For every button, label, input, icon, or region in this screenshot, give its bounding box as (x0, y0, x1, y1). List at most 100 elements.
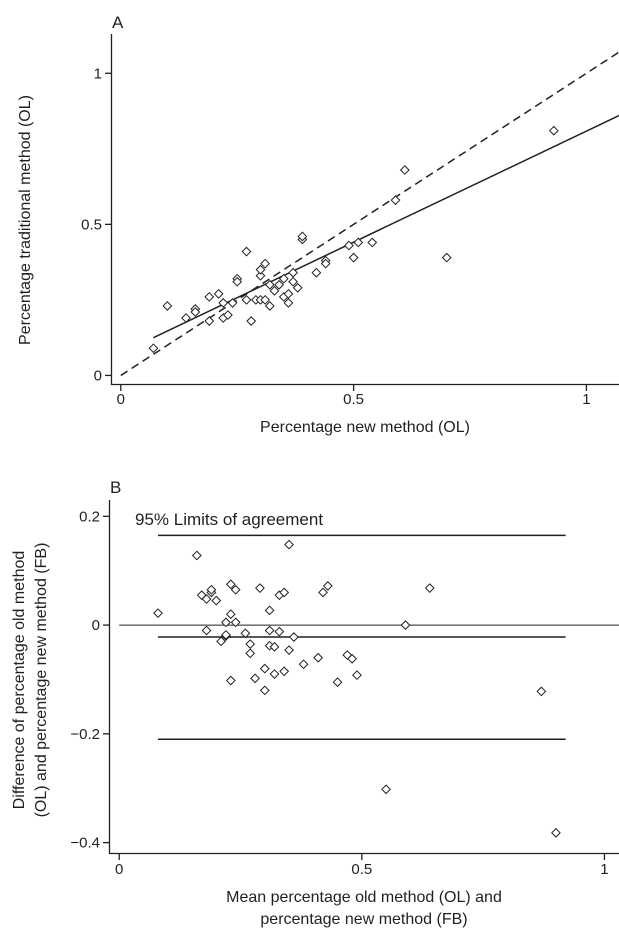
panel-a-data-point (283, 298, 294, 308)
panel-a-data-point (204, 291, 215, 302)
panel-a-y-tick-label: 0.5 (81, 216, 102, 233)
panel-b-data-point (381, 784, 391, 795)
panel-b-data-point (288, 632, 299, 642)
panel-a-data-point (264, 279, 275, 290)
panel-a-data-point (311, 267, 322, 278)
panel-b: B 0 0.5 1 0.20−0.2−0.4 95% Limits of agree… (11, 478, 619, 928)
panel-a-data-point (181, 313, 191, 323)
panel-a-data-point (213, 288, 224, 299)
panel-b-x-tick-label: 1 (600, 861, 608, 878)
panel-a-points (148, 125, 559, 354)
panel-a-x-tick-label: 1 (582, 391, 590, 408)
panel-b-data-point (400, 620, 411, 630)
panel-b-limit-lines (158, 534, 566, 741)
panel-b-data-point (221, 617, 231, 628)
panel-a-data-point (264, 301, 275, 311)
panel-b-data-point (230, 617, 241, 628)
panel-a-x-tick-label: 0.5 (343, 391, 364, 408)
panel-a-data-point (190, 307, 201, 317)
panel-b-data-point (536, 686, 547, 697)
panel-a-y-tick-label: 0 (94, 367, 102, 384)
panel-a-y-ticks: 00.51 (81, 65, 112, 384)
panel-b-x-tick-label: 0.5 (351, 861, 372, 878)
panel-a-data-point (441, 252, 452, 263)
panel-b-data-point (269, 669, 280, 679)
panel-a-data-point (274, 279, 285, 290)
panel-b-x-axis-label-line1: Mean percentage old method (OL) and (226, 889, 502, 906)
panel-a-data-point (255, 270, 266, 281)
panel-a-data-point (260, 294, 271, 305)
panel-a-data-point (218, 298, 229, 308)
panel-a-data-point (367, 237, 378, 248)
panel-b-data-point (250, 673, 260, 684)
panel-a-data-point (278, 273, 289, 284)
panel-a-data-point (297, 231, 308, 242)
panel-a-data-point (288, 276, 298, 287)
panel-a-data-point (222, 310, 233, 320)
panel-a-data-point (204, 316, 215, 326)
panel-b-data-point (347, 653, 358, 664)
panel-a-data-point (353, 237, 364, 248)
panel-b-data-point (153, 608, 163, 619)
panel-b-data-point (284, 645, 294, 656)
panel-a-data-point (269, 285, 280, 296)
panel-a-data-point (348, 252, 359, 263)
panel-b-y-axis-label-line2: (OL) and percentage new method (FB) (33, 543, 50, 818)
panel-b-data-point (318, 587, 328, 598)
panel-b-x-tick-label: 0 (115, 861, 123, 878)
panel-b-data-point (322, 581, 333, 591)
panel-b-data-point (424, 583, 435, 594)
panel-b-data-point (201, 625, 212, 636)
panel-b-data-point (225, 609, 236, 620)
panel-b-data-point (259, 663, 270, 674)
panel-b-data-point (230, 584, 241, 595)
panel-b-data-point (332, 677, 343, 688)
panel-b-x-ticks: 0 0.5 1 (115, 853, 609, 878)
panel-b-data-point (313, 652, 324, 663)
panel-a-axes (110, 34, 619, 386)
panel-a-data-point (283, 288, 294, 299)
panel-a-x-tick-label: 0 (117, 391, 125, 408)
panel-b-data-point (225, 675, 236, 686)
panel-b-data-point (279, 587, 290, 598)
panel-b-data-point (245, 648, 256, 659)
panel-b-data-point (352, 670, 362, 681)
panel-a-data-point (241, 294, 252, 305)
panel-a-letter: A (112, 13, 124, 32)
panel-b-data-point (216, 636, 227, 647)
panel-a-data-point (241, 246, 252, 257)
panel-a-data-point (390, 195, 401, 206)
panel-a-identity-line (120, 51, 619, 377)
panel-b-y-ticks: 0.2 0 −0.2 −0.4 (70, 508, 110, 852)
panel-b-data-point (298, 659, 309, 670)
panel-a-data-point (246, 316, 257, 326)
panel-a-x-ticks: 0 0.5 1 (117, 384, 591, 408)
panel-b-data-point (211, 595, 222, 606)
panel-a-data-point (148, 343, 159, 354)
panel-a-data-point (255, 264, 266, 275)
panel-a-data-point (399, 165, 410, 175)
panel-b-x-axis-label-line2: percentage new method (FB) (260, 911, 467, 928)
panel-b-axes (108, 500, 619, 855)
panel-a-data-point (288, 267, 298, 278)
panel-b-points (153, 539, 561, 838)
panel-b-letter: B (110, 478, 121, 497)
panel-b-y-tick-label: 0.2 (79, 508, 100, 525)
panel-b-data-point (221, 629, 231, 640)
panel-a-x-axis-label: Percentage new method (OL) (260, 419, 470, 436)
panel-b-data-point (274, 626, 285, 637)
panel-b-data-point (551, 827, 561, 838)
panel-b-data-point (269, 641, 280, 652)
panel-a-y-axis-label: Percentage traditional method (OL) (17, 95, 34, 345)
panel-b-data-point (264, 625, 275, 636)
panel-a-data-point (232, 276, 243, 287)
panel-a-data-point (292, 282, 303, 293)
panel-a-data-point (548, 125, 559, 136)
panel-b-y-axis-label-line1: Difference of percentage old method (11, 551, 28, 810)
panel-a-y-tick-label: 1 (94, 65, 102, 82)
panel-b-data-point (259, 685, 270, 696)
panel-a-data-point (227, 298, 238, 308)
panel-b-data-point (342, 650, 353, 660)
panel-b-data-point (191, 550, 202, 561)
